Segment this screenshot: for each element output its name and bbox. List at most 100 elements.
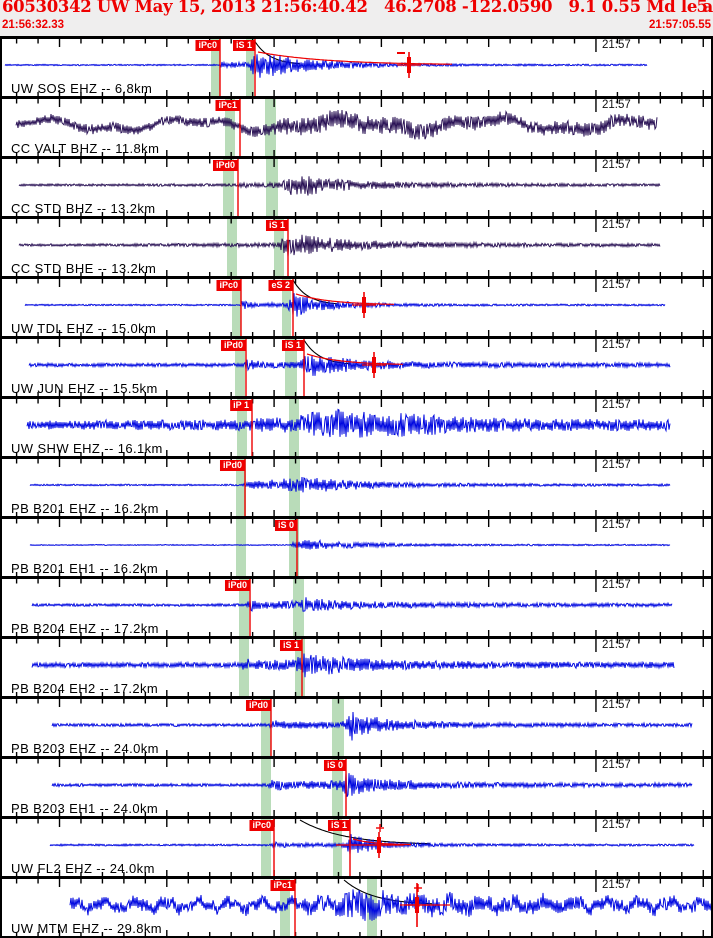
trace-row-mtm-14[interactable]: iPc1 UW MTM EHZ -- 29.8km 21:57	[2, 876, 711, 936]
seismogram-trace[interactable]	[26, 408, 671, 438]
waveform-canvas[interactable]	[2, 399, 711, 456]
trace-row-sos-0[interactable]: iPc0 iS 1 UW SOS EHZ -- 6.8km 21:57	[2, 36, 711, 96]
trace-row-b204-10[interactable]: iS 1 PB B204 EH2 -- 17.2km 21:57	[2, 636, 711, 696]
seismogram-trace[interactable]	[4, 54, 648, 78]
coda-guide-curve	[253, 39, 301, 65]
pick-flag-is1[interactable]: iS 1	[327, 820, 350, 832]
minute-time-label: 21:57	[602, 459, 631, 471]
seismogram-trace[interactable]	[31, 653, 675, 678]
seismogram-trace[interactable]	[29, 476, 671, 493]
seismogram-trace[interactable]	[28, 355, 671, 376]
pick-flag-ipc1[interactable]: iPc1	[270, 880, 295, 892]
phase-window-band	[239, 579, 249, 636]
trace-row-b201-8[interactable]: iS 0 PB B201 EH1 -- 16.2km 21:57	[2, 516, 711, 576]
phase-window-band	[232, 279, 241, 336]
trace-row-std-2[interactable]: iPd0 CC STD BHZ -- 13.2km 21:57	[2, 156, 711, 216]
trace-row-valt-1[interactable]: iPc1 CC VALT BHZ -- 11.8km 21:57	[2, 96, 711, 156]
waveform-canvas[interactable]	[2, 219, 711, 276]
phase-window-band	[246, 39, 254, 96]
minute-time-label: 21:57	[602, 819, 631, 831]
phase-window-band	[211, 39, 220, 96]
phase-window-band	[274, 219, 284, 276]
trace-row-fl2-13[interactable]: iPc0 iS 1 UW FL2 EHZ -- 24.0km 21:57	[2, 816, 711, 876]
trace-row-tdl-4[interactable]: iPc0 eS 2 UW TDL EHZ -- 15.0km 21:57	[2, 276, 711, 336]
seismogram-trace[interactable]	[51, 772, 693, 798]
pick-flag-is1[interactable]: iS 1	[232, 40, 255, 52]
waveform-canvas[interactable]	[2, 699, 711, 756]
station-label: UW JUN EHZ -- 15.5km	[11, 381, 158, 396]
seismogram-trace[interactable]	[15, 109, 658, 140]
station-label: PB B201 EH1 -- 16.2km	[11, 561, 159, 576]
phase-window-band	[285, 339, 297, 396]
pick-flag-ipd0[interactable]: iPd0	[224, 580, 250, 592]
pick-flag-ipc1[interactable]: iPc1	[215, 100, 240, 112]
minute-time-label: 21:57	[602, 579, 631, 591]
pick-flag-ipc0[interactable]: iPc0	[216, 280, 241, 292]
phase-window-band	[227, 219, 237, 276]
pick-flag-ipd0[interactable]: iPd0	[219, 460, 245, 472]
seismogram-trace[interactable]	[69, 889, 711, 921]
minute-time-label: 21:57	[602, 879, 631, 891]
station-label: UW TDL EHZ -- 15.0km	[11, 321, 157, 336]
pick-flag-is1[interactable]: iS 1	[265, 220, 288, 232]
waveform-canvas[interactable]	[2, 879, 711, 936]
waveform-canvas[interactable]	[2, 639, 711, 696]
trace-row-std-3[interactable]: iS 1 CC STD BHE -- 13.2km 21:57	[2, 216, 711, 276]
station-label: CC STD BHE -- 13.2km	[11, 261, 157, 276]
pick-flag-is0[interactable]: iS 0	[274, 520, 297, 532]
trace-row-b204-9[interactable]: iPd0 PB B204 EHZ -- 17.2km 21:57	[2, 576, 711, 636]
minute-time-label: 21:57	[602, 339, 631, 351]
seismogram-trace[interactable]	[31, 597, 673, 612]
minute-time-label: 21:57	[602, 219, 631, 231]
trace-row-b203-11[interactable]: iPd0 PB B203 EHZ -- 24.0km 21:57	[2, 696, 711, 756]
pick-flag-ipd0[interactable]: iPd0	[212, 160, 238, 172]
seismogram-trace[interactable]	[49, 834, 695, 855]
phase-window-band	[282, 279, 291, 336]
station-label: PB B204 EH2 -- 17.2km	[11, 681, 159, 696]
minute-time-label: 21:57	[602, 399, 631, 411]
event-title-flag: 5	[696, 0, 708, 16]
station-label: UW FL2 EHZ -- 24.0km	[11, 861, 155, 876]
seismogram-trace[interactable]	[24, 293, 666, 317]
waveform-canvas[interactable]	[2, 339, 711, 396]
seismogram-trace[interactable]	[29, 539, 671, 550]
waveform-canvas[interactable]	[2, 519, 711, 576]
station-label: UW SHW EHZ -- 16.1km	[11, 441, 163, 456]
pick-flag-es2[interactable]: eS 2	[268, 280, 293, 292]
waveform-canvas[interactable]	[2, 39, 711, 96]
pick-flag-ipd0[interactable]: iPd0	[220, 340, 246, 352]
station-label: CC VALT BHZ -- 11.8km	[11, 141, 160, 156]
waveform-canvas[interactable]	[2, 159, 711, 216]
waveform-canvas[interactable]	[2, 459, 711, 516]
waveform-canvas[interactable]	[2, 579, 711, 636]
trace-row-shw-6[interactable]: iP 1 UW SHW EHZ -- 16.1km 21:57	[2, 396, 711, 456]
pick-flag-is1[interactable]: iS 1	[279, 640, 302, 652]
trace-panel: iPc0 iS 1 UW SOS EHZ -- 6.8km 21:57 iPc1 CC V…	[0, 36, 713, 938]
waveform-canvas[interactable]	[2, 279, 711, 336]
pick-flag-ip1[interactable]: iP 1	[230, 400, 252, 412]
event-title: 60530342 UW May 15, 2013 21:56:40.42 46.…	[2, 0, 713, 16]
phase-window-band	[223, 159, 234, 216]
trace-row-b201-7[interactable]: iPd0 PB B201 EHZ -- 16.2km 21:57	[2, 456, 711, 516]
phase-window-band	[295, 639, 305, 696]
minute-time-label: 21:57	[602, 39, 631, 51]
seismogram-trace[interactable]	[51, 711, 693, 741]
trace-row-jun-5[interactable]: iPd0 iS 1 UW JUN EHZ -- 15.5km 21:57	[2, 336, 711, 396]
waveform-canvas[interactable]	[2, 759, 711, 816]
minute-time-label: 21:57	[602, 159, 631, 171]
window-start-time: 21:56:32.33	[2, 19, 65, 31]
station-label: UW SOS EHZ -- 6.8km	[11, 81, 153, 96]
pick-flag-is1[interactable]: iS 1	[281, 340, 304, 352]
waveform-canvas[interactable]	[2, 99, 711, 156]
station-label: PB B201 EHZ -- 16.2km	[11, 501, 159, 516]
pick-flag-ipd0[interactable]: iPd0	[245, 700, 271, 712]
pick-flag-is0[interactable]: iS 0	[323, 760, 346, 772]
waveform-canvas[interactable]	[2, 819, 711, 876]
pick-flag-ipc0[interactable]: iPc0	[195, 40, 220, 52]
station-label: PB B204 EHZ -- 17.2km	[11, 621, 159, 636]
seismogram-trace[interactable]	[18, 234, 661, 257]
seismogram-trace[interactable]	[18, 176, 661, 196]
pick-flag-ipc0[interactable]: iPc0	[249, 820, 274, 832]
trace-row-b203-12[interactable]: iS 0 PB B203 EH1 -- 24.0km 21:57	[2, 756, 711, 816]
phase-window-band	[333, 819, 342, 876]
